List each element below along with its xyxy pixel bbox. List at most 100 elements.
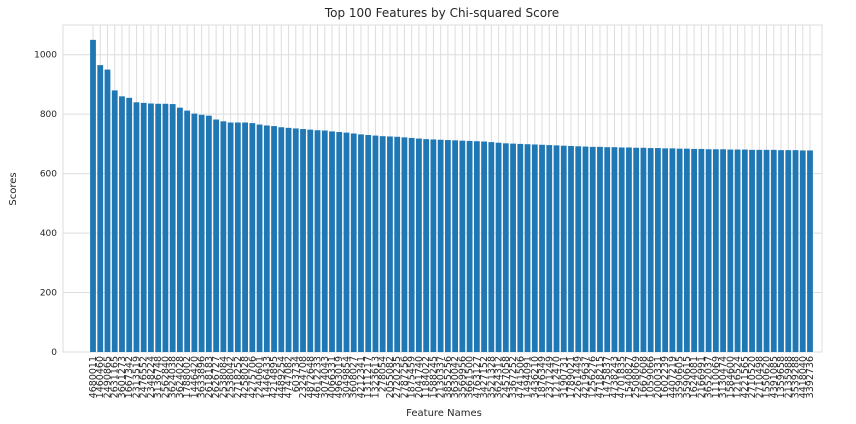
x-tick-label: 2787256: [399, 356, 410, 398]
bar: [387, 136, 393, 352]
bar: [278, 127, 285, 353]
bar: [756, 149, 763, 352]
bar: [169, 104, 176, 352]
bar: [126, 97, 133, 352]
bar: [401, 137, 408, 352]
x-tick-label: 1550620: [762, 356, 773, 398]
bar: [647, 148, 654, 352]
y-tick-label: 1000: [34, 51, 57, 61]
x-tick-label: 2710520: [747, 356, 758, 398]
x-tick-label: 1602239: [660, 356, 671, 398]
x-tick-label: 2631165: [110, 356, 121, 398]
x-tick-label: 4701835: [617, 356, 628, 398]
bar: [314, 130, 321, 352]
x-axis-label: Feature Names: [406, 408, 482, 419]
x-tick-label: 4741506: [515, 356, 526, 398]
bar: [423, 139, 430, 352]
x-tick-label: 4214895: [269, 356, 280, 398]
x-tick-label: 4391085: [769, 356, 780, 398]
bar: [575, 146, 582, 352]
bar: [546, 145, 553, 352]
bar: [604, 147, 611, 352]
bar: [271, 126, 277, 352]
bar: [568, 145, 574, 352]
bar: [292, 128, 299, 352]
x-tick-label: 4963019: [334, 356, 345, 398]
bar: [329, 131, 335, 352]
x-tick-label: 1876349: [537, 356, 548, 398]
x-tick-label: 4680011: [88, 356, 99, 398]
x-tick-label: 2261449: [573, 356, 584, 398]
bar: [263, 125, 270, 352]
x-tick-label: 3049854: [341, 356, 352, 398]
x-tick-label: 3392736: [805, 356, 816, 398]
bar: [119, 96, 125, 352]
bar: [444, 140, 451, 352]
bar: [691, 148, 698, 352]
bar: [763, 149, 770, 352]
x-tick-label: 1667608: [638, 356, 649, 398]
bars: [90, 39, 813, 353]
bar: [336, 132, 343, 352]
y-axis-label: Scores: [8, 172, 19, 205]
x-tick-label: 3436210: [530, 356, 541, 398]
bar: [321, 130, 328, 352]
x-tick-label: 2324708: [298, 356, 309, 398]
bar: [111, 90, 118, 353]
bar: [720, 149, 726, 352]
x-tick-label: 4612233: [313, 356, 324, 398]
x-tick-label: 3633896: [197, 356, 208, 398]
x-tick-label: 4747082: [284, 356, 295, 398]
x-tick-label: 4718215: [595, 356, 606, 398]
x-tick-label: 278054: [378, 356, 389, 392]
x-tick-label: 1311217: [363, 356, 374, 398]
bar: [792, 150, 799, 352]
x-tick-label: 4066331: [327, 356, 338, 398]
x-tick-label: 1584600: [725, 356, 736, 398]
x-tick-label: 2135988: [783, 356, 794, 398]
bar: [191, 113, 198, 352]
x-tick-label: 1110069: [711, 356, 722, 398]
x-tick-label: 1212470: [552, 356, 563, 398]
bar: [488, 142, 495, 352]
bar: [655, 148, 661, 352]
x-tick-label: 3661500: [465, 356, 476, 398]
bar: [539, 144, 545, 352]
y-tick-label: 400: [40, 229, 57, 239]
x-tick-label: 2508069: [631, 356, 642, 398]
bar: [749, 149, 755, 352]
bar: [582, 146, 589, 352]
x-tick-label: 2371249: [544, 356, 555, 398]
bar: [459, 140, 466, 352]
bar: [394, 136, 401, 352]
x-axis-ticks: 4680011146046024908652631165360127316673…: [88, 356, 816, 398]
x-tick-label: 1446420: [189, 356, 200, 398]
x-tick-label: 2348224: [146, 356, 157, 398]
x-tick-label: 2000331: [653, 356, 664, 398]
x-tick-label: 3652037: [704, 356, 715, 398]
bar: [618, 147, 625, 352]
bar: [734, 149, 741, 352]
x-tick-label: 2313519: [131, 356, 142, 398]
x-tick-label: 1446433: [262, 356, 273, 398]
bar: [669, 148, 676, 352]
x-tick-label: 1789021: [566, 356, 577, 398]
bar: [343, 132, 350, 352]
bar: [177, 107, 183, 352]
x-tick-label: 2240601: [255, 356, 266, 398]
x-tick-label: 3074043: [320, 356, 331, 398]
x-tick-label: 2626727: [211, 356, 222, 398]
x-tick-label: 4221565: [740, 356, 751, 398]
x-tick-label: 1184022: [421, 356, 432, 398]
x-tick-label: 3624038: [168, 356, 179, 398]
x-tick-label: 4275706: [247, 356, 258, 398]
bar: [524, 144, 531, 352]
bar: [705, 149, 712, 352]
bar: [633, 147, 640, 352]
x-tick-label: 1624081: [689, 356, 700, 398]
bar: [242, 122, 248, 352]
bar: [589, 146, 596, 352]
x-tick-label: 1216524: [733, 356, 744, 398]
x-tick-label: 1475837: [602, 356, 613, 398]
